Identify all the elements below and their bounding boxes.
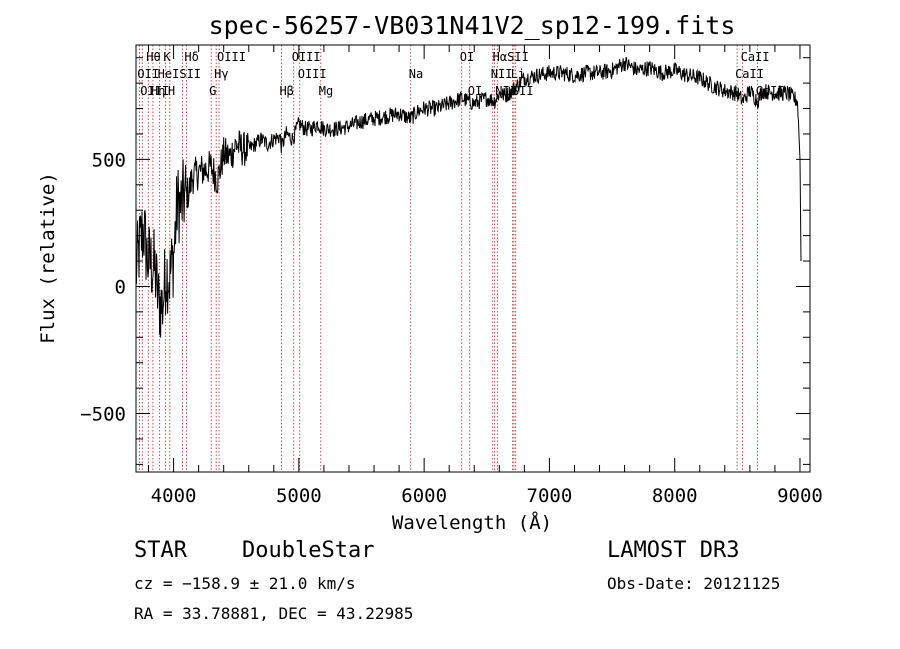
x-tick-label: 6000 (401, 485, 447, 507)
object-class: STAR (134, 538, 187, 563)
line-label: HeISII (158, 67, 201, 81)
line-label: OI (460, 50, 474, 64)
line-label: Mg (319, 84, 333, 98)
y-tick-label: 500 (92, 149, 126, 171)
line-label: HαSII (493, 50, 529, 64)
line-label: OIII (140, 84, 169, 98)
y-axis-label: Flux (relative) (37, 172, 59, 344)
line-label: Hδ (184, 50, 198, 64)
plot-frame (135, 44, 811, 473)
coordinates: RA = 33.78881, DEC = 43.22985 (134, 604, 414, 623)
chart-title: spec-56257-VB031N41V2_sp12-199.fits (209, 11, 736, 40)
line-label: Hη (151, 84, 165, 98)
y-axis: −500 0 500 (80, 57, 810, 465)
line-label: Hθ (146, 50, 160, 64)
line-label: OI (468, 84, 482, 98)
redshift-velocity: cz = −158.9 ± 21.0 km/s (134, 574, 356, 593)
x-tick-label: 5000 (276, 485, 322, 507)
survey-name: LAMOST DR3 (607, 538, 740, 563)
x-axis-label: Wavelength (Å) (392, 511, 552, 534)
line-label: OIII (217, 50, 246, 64)
x-tick-label: 4000 (151, 485, 197, 507)
line-label: OIII (292, 50, 321, 64)
line-label: CaII (735, 67, 764, 81)
line-label: G (209, 84, 216, 98)
line-label: SII (512, 84, 534, 98)
observation-date: Obs-Date: 20121125 (607, 574, 781, 593)
line-label: Na (409, 67, 423, 81)
x-tick-label: 9000 (777, 485, 823, 507)
line-label: K (163, 50, 171, 64)
x-tick-label: 8000 (652, 485, 698, 507)
line-label: Hγ (214, 67, 228, 81)
line-label: Hβ (279, 84, 293, 98)
line-label: CaII (741, 50, 770, 64)
line-label: NII (491, 67, 513, 81)
object-subclass: DoubleStar (242, 538, 375, 563)
y-tick-label: 0 (115, 276, 126, 298)
x-axis: 4000 5000 6000 7000 8000 9000 (148, 45, 823, 507)
x-tick-label: 7000 (527, 485, 573, 507)
line-label: H (168, 84, 175, 98)
line-label: OIII (298, 67, 327, 81)
y-tick-label: −500 (80, 404, 126, 426)
spectrum-curve (135, 56, 802, 338)
line-label: OII (137, 67, 159, 81)
